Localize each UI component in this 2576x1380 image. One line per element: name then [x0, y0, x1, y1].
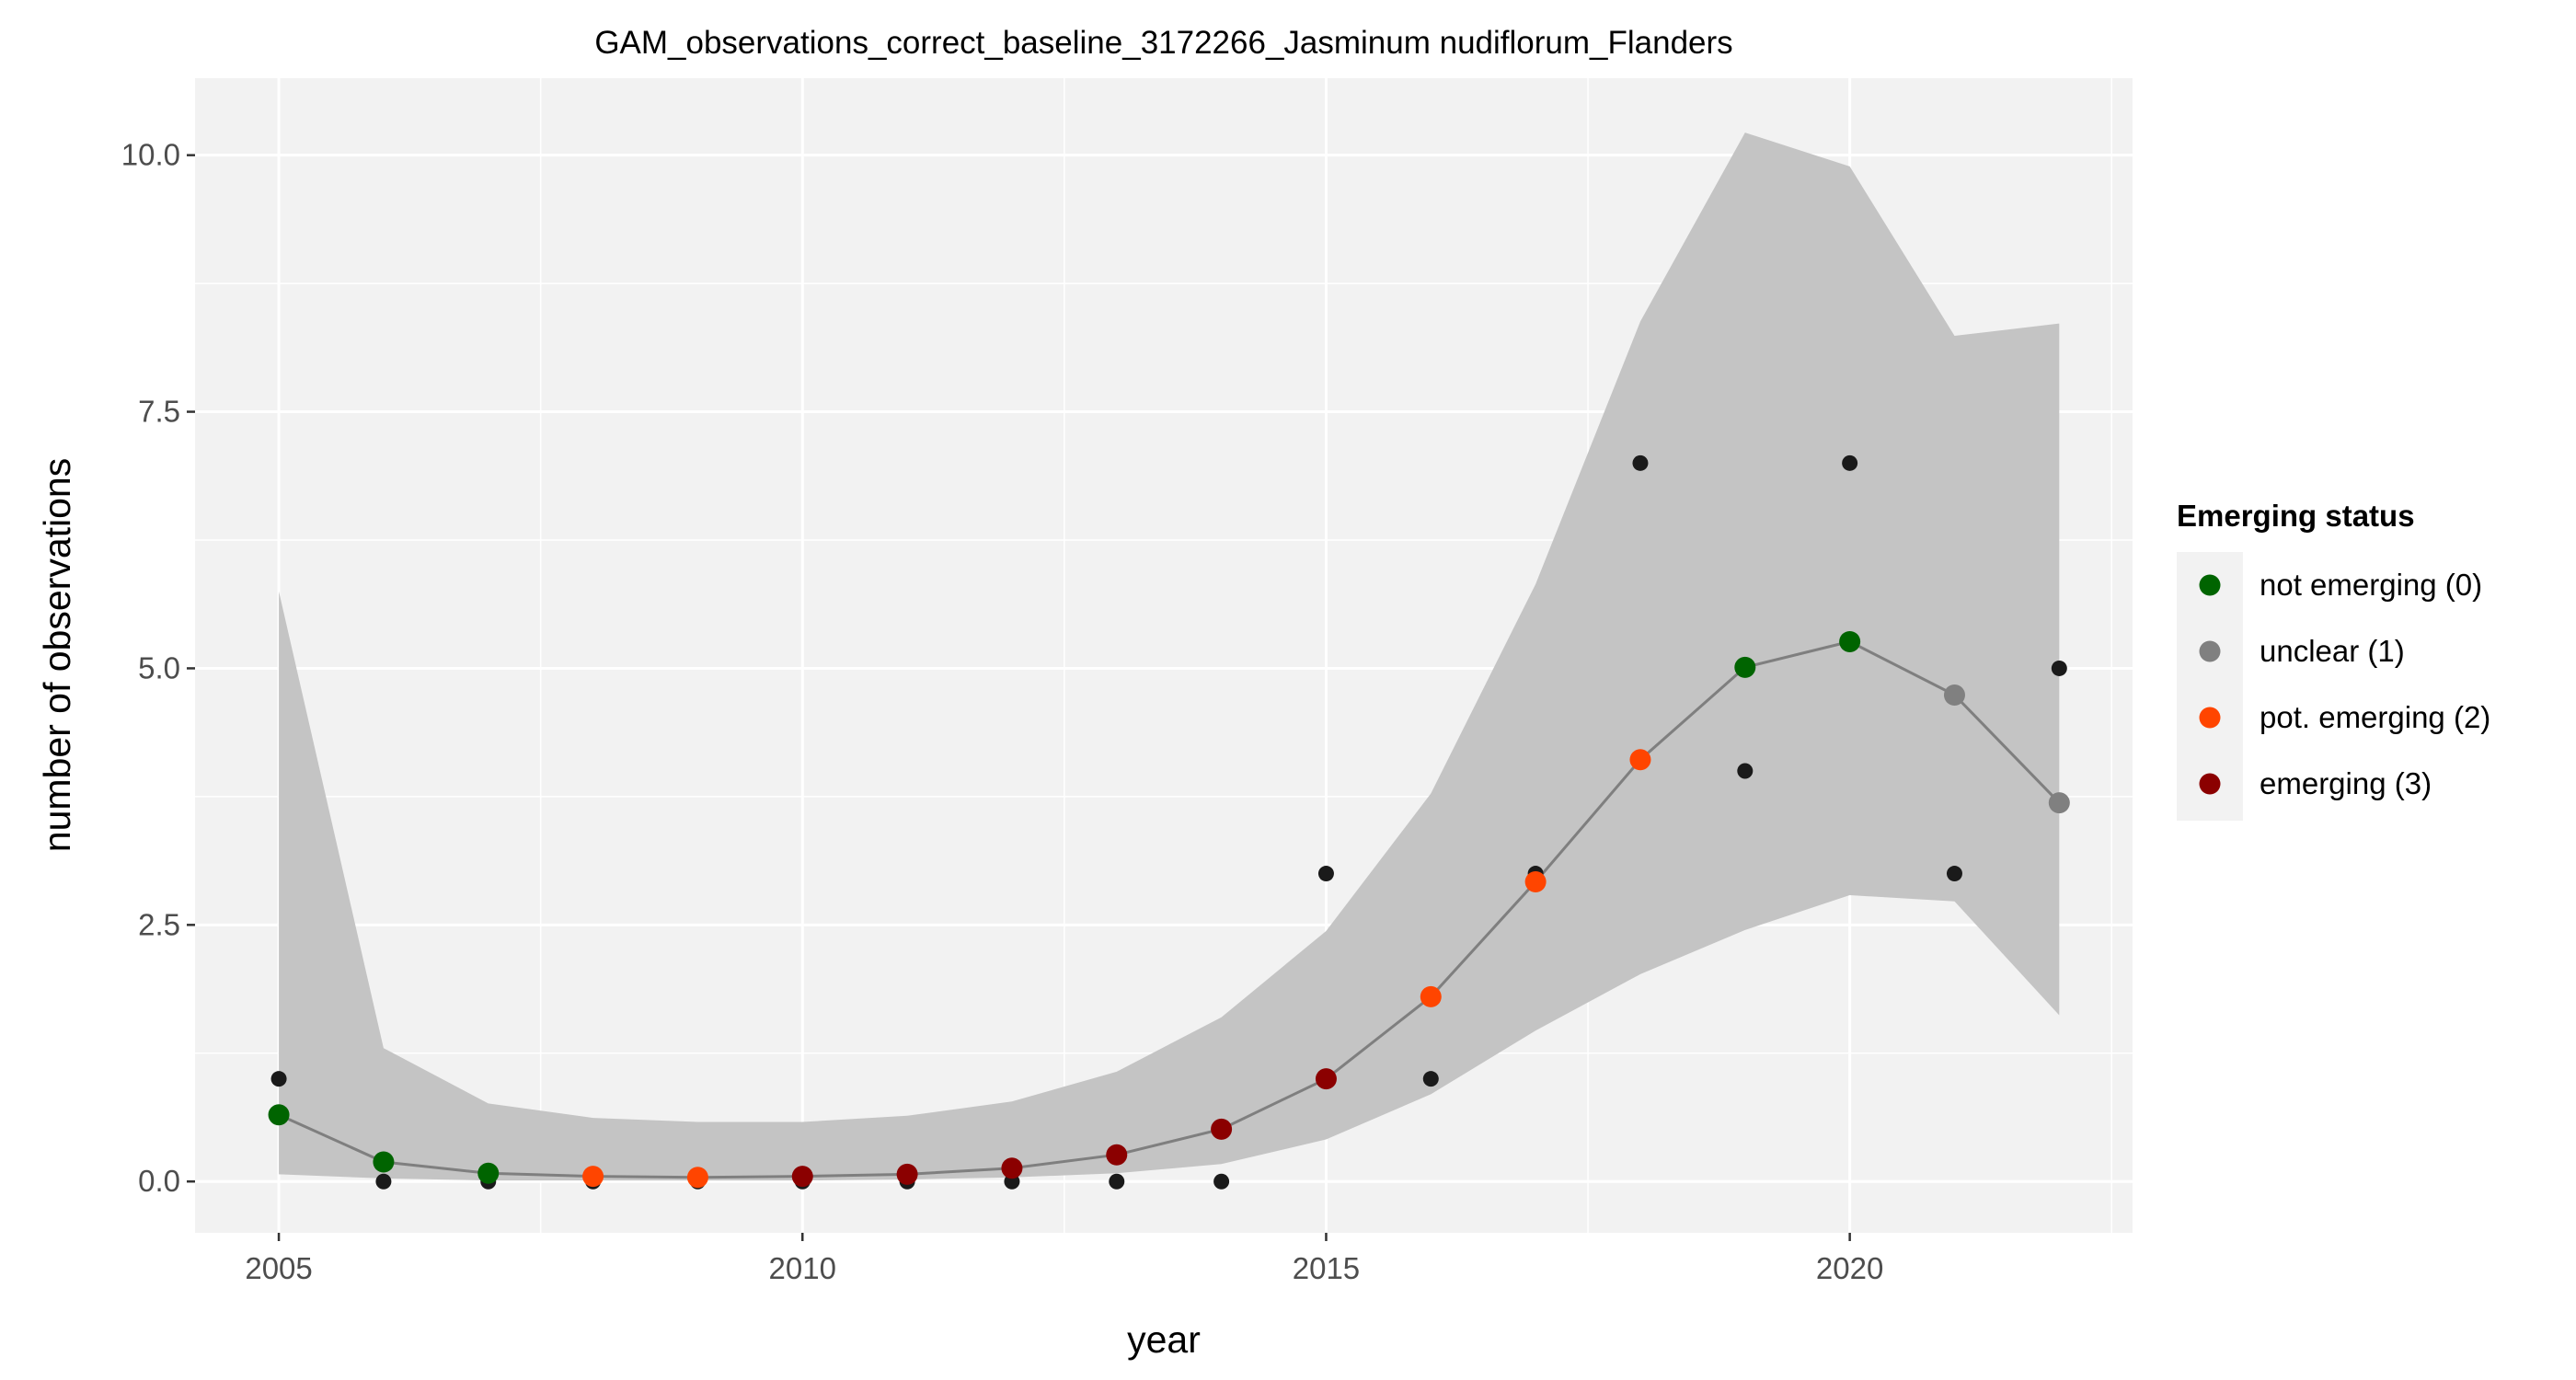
- y-tick-label: 10.0: [121, 138, 180, 172]
- observed-point: [2051, 660, 2067, 676]
- legend-key: [2199, 640, 2221, 662]
- legend: Emerging status not emerging (0) unclear …: [2177, 499, 2490, 821]
- fitted-point: [896, 1163, 918, 1185]
- legend-key: [2199, 574, 2221, 596]
- fitted-point: [1420, 985, 1442, 1007]
- fitted-point: [2048, 792, 2070, 814]
- fitted-point: [791, 1166, 813, 1188]
- x-tick-label: 2015: [1293, 1251, 1360, 1285]
- observed-point: [1737, 763, 1754, 779]
- x-tick-label: 2005: [245, 1251, 312, 1285]
- fitted-point: [1943, 684, 1965, 706]
- axes: 2005 2010 2015 2020 0.0 2.5 5.0 7.5 10.0: [121, 138, 1884, 1285]
- legend-label: not emerging (0): [2260, 568, 2482, 602]
- fitted-point: [1315, 1068, 1337, 1090]
- legend-label: pot. emerging (2): [2260, 700, 2490, 734]
- fitted-point: [268, 1104, 290, 1126]
- y-tick-label: 0.0: [138, 1164, 180, 1198]
- x-tick-label: 2010: [769, 1251, 836, 1285]
- observed-point: [270, 1071, 287, 1087]
- observed-point: [1946, 866, 1962, 882]
- legend-key: [2199, 707, 2221, 729]
- fitted-points-layer: [268, 630, 2070, 1189]
- observed-point: [1632, 454, 1649, 471]
- fitted-point: [477, 1162, 500, 1184]
- fitted-point: [1734, 656, 1756, 678]
- observed-point: [1422, 1071, 1439, 1087]
- y-axis-title: number of observations: [36, 458, 78, 852]
- observed-point: [1213, 1173, 1230, 1190]
- legend-label: emerging (3): [2260, 766, 2432, 800]
- confidence-band-layer: [279, 132, 2060, 1181]
- fitted-point: [1001, 1157, 1023, 1179]
- confidence-band: [279, 132, 2060, 1181]
- observed-point: [1842, 454, 1858, 471]
- fitted-point: [1629, 749, 1651, 771]
- observed-point: [375, 1173, 392, 1190]
- fitted-point: [686, 1167, 708, 1189]
- fit-line-layer: [278, 639, 2061, 1179]
- fitted-point: [1211, 1118, 1233, 1140]
- y-tick-label: 5.0: [138, 650, 180, 684]
- fitted-point: [1839, 630, 1861, 652]
- fitted-point: [582, 1166, 604, 1188]
- fitted-point: [373, 1151, 395, 1173]
- observed-point: [1317, 866, 1334, 882]
- legend-title: Emerging status: [2177, 499, 2415, 533]
- y-tick-label: 7.5: [138, 395, 180, 429]
- fitted-point: [1524, 870, 1547, 892]
- x-tick-label: 2020: [1816, 1251, 1883, 1285]
- fit-line: [278, 639, 2061, 1179]
- legend-items: not emerging (0) unclear (1) pot. emerging…: [2199, 568, 2490, 800]
- fitted-point: [1106, 1144, 1128, 1166]
- y-tick-label: 2.5: [138, 907, 180, 941]
- chart-title: GAM_observations_correct_baseline_317226…: [594, 25, 1732, 61]
- legend-key: [2199, 773, 2221, 795]
- x-axis-title: year: [1127, 1318, 1201, 1361]
- legend-label: unclear (1): [2260, 634, 2405, 668]
- observed-point: [1109, 1173, 1125, 1190]
